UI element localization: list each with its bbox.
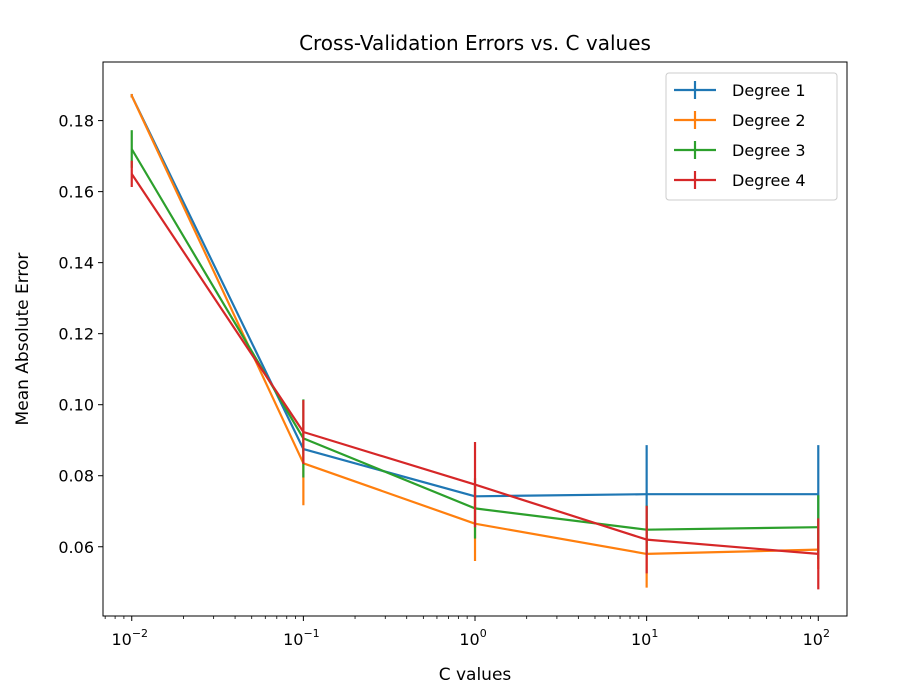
legend: Degree 1 Degree 2 Degree 3 Degree 4 — [665, 72, 838, 201]
legend-box — [665, 72, 838, 201]
y-tick-label: 0.18 — [58, 112, 94, 131]
y-tick-label: 0.10 — [58, 396, 94, 415]
legend-label: Degree 1 — [732, 81, 806, 100]
x-tick-label: 102 — [803, 627, 830, 649]
x-tick-label: 101 — [631, 627, 658, 649]
plot-area — [130, 93, 820, 590]
chart-title: Cross-Validation Errors vs. C values — [299, 31, 651, 55]
y-axis-label: Mean Absolute Error — [13, 253, 33, 426]
legend-label: Degree 4 — [732, 171, 806, 190]
y-tick-label: 0.06 — [58, 538, 94, 557]
y-tick-label: 0.14 — [58, 254, 94, 273]
x-tick-label: 10−2 — [111, 627, 148, 649]
legend-label: Degree 2 — [732, 111, 806, 130]
legend-label: Degree 3 — [732, 141, 806, 160]
y-tick-label: 0.12 — [58, 325, 94, 344]
y-tick-label: 0.08 — [58, 467, 94, 486]
y-tick-label: 0.16 — [58, 183, 94, 202]
x-tick-label: 100 — [459, 627, 486, 649]
x-tick-label: 10−1 — [283, 627, 320, 649]
x-axis-label: C values — [439, 665, 512, 685]
